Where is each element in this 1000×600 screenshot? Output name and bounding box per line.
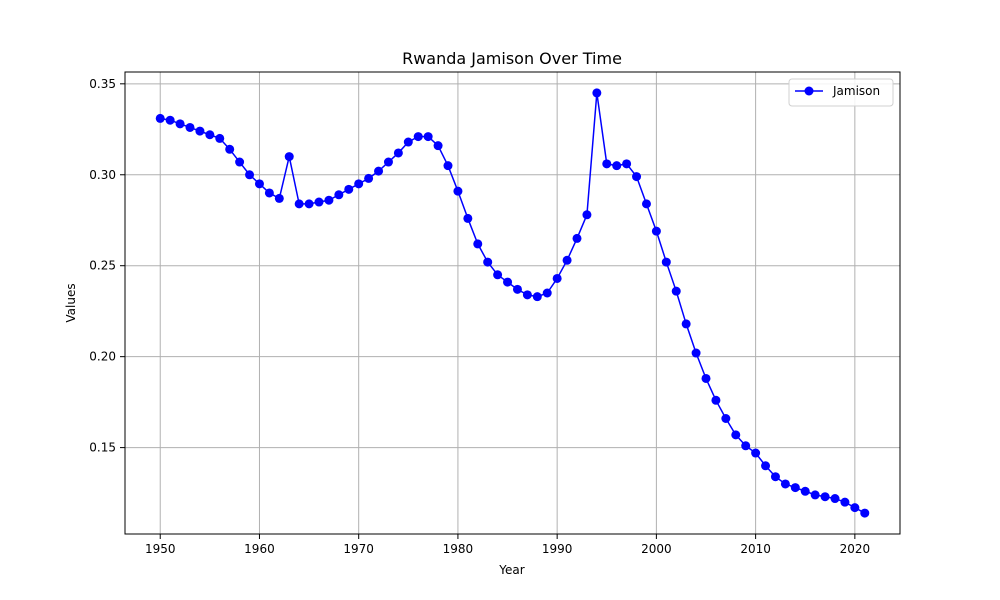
data-point [493,270,503,280]
data-point [503,277,513,287]
data-point [354,179,364,189]
data-point [413,132,423,142]
x-tick-label: 2010 [740,542,771,556]
x-tick-label: 2000 [641,542,672,556]
data-point [592,88,602,98]
x-tick-label: 1980 [443,542,474,556]
data-point [304,199,314,209]
data-point [632,172,642,182]
series-layer [155,88,870,518]
y-tick-label: 0.35 [89,77,116,91]
data-point [721,414,731,423]
data-point [185,122,195,132]
data-point [294,199,304,209]
x-tick-label: 2020 [840,542,871,556]
x-tick-label: 1950 [145,542,176,556]
data-point [641,199,651,209]
data-point [671,286,681,296]
x-tick-label: 1990 [542,542,573,556]
legend-label: Jamison [832,84,880,98]
data-point [205,130,215,140]
data-point [483,257,493,267]
data-point [374,166,384,176]
data-point [344,184,354,194]
data-point [731,430,741,440]
data-point [235,157,245,167]
x-tick-label: 1970 [343,542,374,556]
x-tick-label: 1960 [244,542,275,556]
plot-frame [124,71,901,535]
data-point [334,190,344,200]
data-point [691,348,701,358]
data-point [463,213,473,223]
data-point [423,132,433,142]
data-point [195,126,205,136]
data-point [443,161,453,171]
data-point [512,284,522,294]
data-point [453,186,463,196]
data-point [264,188,274,198]
y-tick-label: 0.15 [89,441,116,455]
data-point [552,273,562,283]
y-tick-label: 0.25 [89,259,116,273]
data-point [850,503,860,513]
data-point [741,441,751,451]
data-point [582,210,592,220]
y-tick-label: 0.30 [89,168,116,182]
data-point [155,113,165,123]
data-point [393,148,403,158]
data-point [215,133,225,143]
data-point [840,497,850,507]
series-line-jamison [160,92,866,514]
data-point [820,492,830,502]
data-point [522,290,532,300]
data-point [701,373,711,383]
x-axis: 1950 1960 1970 1980 1990 2000 2010 2020 [145,534,870,556]
data-point [562,255,572,265]
data-point [800,486,810,496]
data-point [790,483,800,493]
y-axis: 0.15 0.20 0.25 0.30 0.35 [89,77,125,455]
data-point [681,319,691,329]
data-point [761,461,771,471]
data-point [165,115,175,125]
data-point [572,233,582,243]
data-point [383,157,393,167]
data-point [254,179,264,189]
data-point [810,490,820,500]
data-point [225,144,235,154]
data-point [284,152,294,162]
grid [125,72,900,534]
data-point [602,159,612,169]
legend: Jamison [788,78,894,107]
y-axis-label: Values [64,283,78,322]
data-point [274,193,284,203]
data-point [830,494,840,504]
chart-title: Rwanda Jamison Over Time [402,49,622,68]
data-point [324,195,334,205]
data-point [651,226,661,236]
data-point [860,508,870,518]
data-point [245,170,255,180]
data-point [403,137,413,147]
data-point [532,292,542,302]
data-point [175,119,185,129]
data-point [711,395,721,405]
x-axis-label: Year [498,563,524,577]
data-point [433,141,443,151]
data-point [770,472,780,482]
y-tick-label: 0.20 [89,350,116,364]
data-point [314,197,324,207]
legend-box [788,78,894,107]
data-point [473,239,483,249]
data-point [612,161,622,171]
data-point [542,288,552,298]
data-point [780,479,790,489]
data-point [364,173,374,183]
legend-marker [804,86,814,96]
data-point [751,448,761,458]
data-point [622,159,632,169]
data-point [661,257,671,267]
